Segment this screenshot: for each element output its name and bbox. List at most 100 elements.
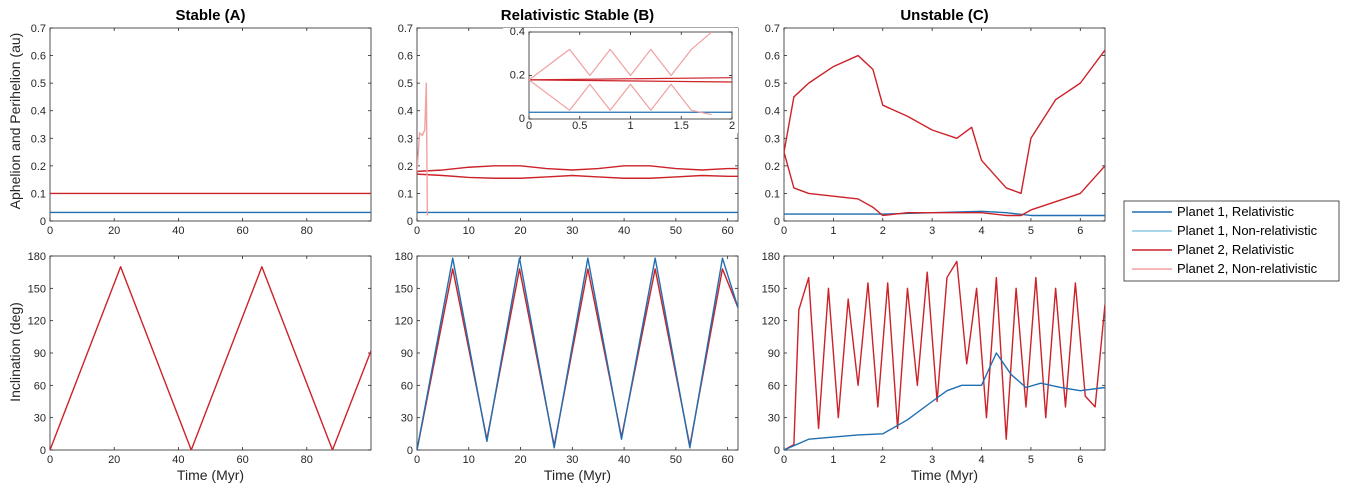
y-tick-label: 180 — [28, 251, 46, 263]
x-axis-label: Time (Myr) — [544, 467, 611, 483]
x-tick-label: 2 — [880, 225, 886, 237]
x-tick-label: 40 — [172, 225, 184, 237]
x-tick-label: 20 — [514, 454, 526, 466]
y-tick-label: 0.3 — [398, 133, 413, 145]
x-tick-label: 1.5 — [674, 120, 689, 132]
x-tick-label: 0 — [526, 120, 532, 132]
x-tick-label: 1 — [830, 225, 836, 237]
series-line — [529, 32, 713, 81]
axes-frame — [528, 31, 733, 120]
x-tick-label: 2 — [729, 120, 735, 132]
axes-frame — [783, 255, 1106, 451]
x-tick-label: 40 — [618, 454, 630, 466]
y-tick-label: 60 — [34, 380, 46, 392]
y-tick-label: 0.7 — [31, 23, 46, 35]
y-tick-label: 0 — [40, 216, 46, 228]
y-tick-label: 120 — [28, 316, 46, 328]
plot-area — [417, 256, 738, 450]
x-tick-label: 4 — [978, 225, 984, 237]
plot-area — [784, 256, 1105, 450]
x-tick-label: 80 — [301, 225, 313, 237]
y-tick-label: 60 — [768, 380, 780, 392]
y-tick-label: 30 — [768, 413, 780, 425]
x-tick-label: 0 — [781, 454, 787, 466]
legend-label: Planet 1, Relativistic — [1177, 204, 1295, 219]
series-line — [784, 260, 1105, 450]
y-tick-label: 0.6 — [31, 51, 46, 63]
x-tick-label: 0 — [414, 454, 420, 466]
legend: Planet 1, Relativistic Planet 1, Non-rela… — [1123, 200, 1340, 282]
series-line — [529, 79, 712, 116]
x-tick-label: 30 — [566, 225, 578, 237]
series-line — [417, 165, 738, 173]
legend-label: Planet 2, Relativistic — [1177, 242, 1295, 257]
x-tick-label: 0.5 — [572, 120, 587, 132]
panel-B-top: 0 10 20 30 40 50 6000.10.20.30.40.50.60.7Relat… — [398, 7, 739, 237]
x-tick-label: 60 — [722, 454, 734, 466]
legend-label: Planet 2, Non-relativistic — [1177, 261, 1318, 276]
x-tick-label: 60 — [236, 454, 248, 466]
x-tick-label: 10 — [463, 454, 475, 466]
y-tick-label: 0 — [519, 113, 525, 125]
y-tick-label: 30 — [401, 413, 413, 425]
y-tick-label: 0.4 — [31, 106, 46, 118]
x-tick-label: 40 — [172, 454, 184, 466]
y-tick-label: 150 — [395, 283, 413, 295]
y-tick-label: 0.3 — [765, 133, 780, 145]
y-tick-label: 0 — [407, 216, 413, 228]
y-tick-label: 90 — [34, 348, 46, 360]
series-line — [417, 82, 429, 216]
y-tick-label: 0.7 — [765, 23, 780, 35]
series-line — [50, 266, 371, 450]
plot-area — [50, 28, 371, 221]
y-tick-label: 30 — [34, 413, 46, 425]
panel-title: Stable (A) — [175, 7, 245, 24]
x-tick-label: 20 — [514, 225, 526, 237]
x-axis-label: Time (Myr) — [911, 467, 978, 483]
y-tick-label: 180 — [762, 251, 780, 263]
y-tick-label: 120 — [395, 316, 413, 328]
y-tick-label: 0 — [774, 445, 780, 457]
x-tick-label: 6 — [1077, 225, 1083, 237]
y-tick-label: 0.1 — [765, 188, 780, 200]
y-tick-label: 90 — [401, 348, 413, 360]
panel-B-bottom: 0 10 20 30 40 50 60 0 30 60 90 120 150 180 Time (Myr) — [395, 251, 739, 483]
y-tick-label: 0.2 — [510, 70, 525, 82]
legend-label: Planet 1, Non-relativistic — [1177, 223, 1318, 238]
panel-A-top: 0 20 40 60 80 0 0.1 0.2 0.3 0.4 0.5 0.6 0.7 Stable (A… — [31, 7, 372, 237]
y-tick-label: 0.7 — [398, 23, 413, 35]
y-tick-label: 180 — [395, 251, 413, 263]
x-tick-label: 0 — [414, 225, 420, 237]
panel-A-bottom: 0 20 40 60 80 0 30 60 90 120 150 180 Time (Myr) — [28, 251, 372, 483]
y-tick-label: 0.3 — [31, 133, 46, 145]
panel-title: Unstable (C) — [900, 7, 988, 24]
y-tick-label: 150 — [762, 283, 780, 295]
x-tick-label: 5 — [1028, 454, 1034, 466]
series-line — [784, 49, 1105, 195]
plot-area — [50, 256, 371, 450]
y-tick-label: 0.2 — [765, 161, 780, 173]
y-tick-label: 0.4 — [765, 106, 780, 118]
y-tick-label: 0.2 — [31, 161, 46, 173]
x-tick-label: 50 — [670, 454, 682, 466]
series-line — [529, 79, 732, 83]
legend-box — [1123, 200, 1340, 282]
x-tick-label: 30 — [566, 454, 578, 466]
plot-area — [784, 28, 1105, 221]
x-tick-label: 20 — [108, 454, 120, 466]
y-tick-label: 0 — [40, 445, 46, 457]
y-tick-label: 0 — [407, 445, 413, 457]
y-tick-label: 120 — [762, 316, 780, 328]
x-tick-label: 4 — [978, 454, 984, 466]
y-tick-label: 0.5 — [31, 78, 46, 90]
series-line — [529, 77, 732, 81]
axes-frame — [49, 255, 372, 451]
y-tick-label: 60 — [401, 380, 413, 392]
x-tick-label: 80 — [301, 454, 313, 466]
x-tick-label: 6 — [1077, 454, 1083, 466]
x-tick-label: 40 — [618, 225, 630, 237]
x-tick-label: 3 — [929, 454, 935, 466]
panel-title: Relativistic Stable (B) — [501, 7, 654, 24]
